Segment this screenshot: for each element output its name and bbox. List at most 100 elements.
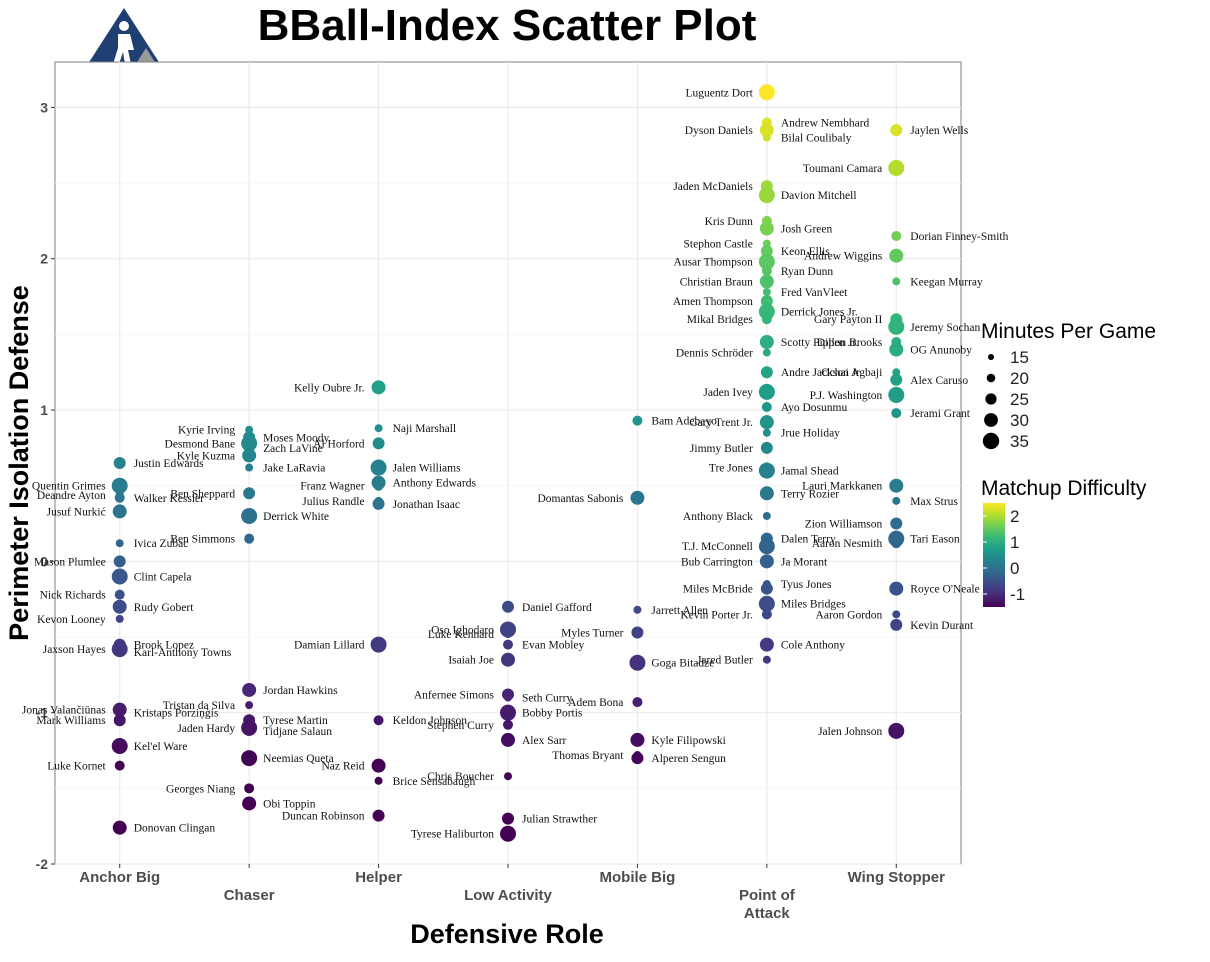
point-label: Rudy Gobert — [134, 602, 195, 614]
point-label: Kyrie Irving — [178, 425, 235, 437]
x-tick-label: Chaser — [224, 887, 275, 904]
x-tick-label: Helper — [355, 869, 402, 886]
point-label: Kyle Filipowski — [651, 735, 725, 747]
point-label: Tyrese Haliburton — [411, 829, 494, 841]
data-point — [500, 621, 516, 638]
point-label: Kevon Looney — [37, 614, 106, 626]
point-label: Tre Jones — [709, 463, 754, 475]
point-label: Luguentz Dort — [685, 87, 753, 99]
point-label: Ryan Dunn — [781, 266, 833, 278]
point-label: Keegan Murray — [910, 276, 983, 288]
point-label: Mason Plumlee — [34, 556, 106, 568]
point-label: Jared Butler — [697, 655, 753, 667]
point-label: Karl-Anthony Towns — [134, 647, 232, 659]
data-point — [114, 589, 125, 600]
data-point — [762, 428, 771, 437]
point-label: Stephon Castle — [684, 239, 753, 251]
data-point — [891, 538, 902, 549]
point-label: Nick Richards — [40, 590, 107, 602]
data-point — [888, 386, 905, 403]
point-label: Anfernee Simons — [414, 690, 495, 702]
point-label: Kristaps Porziņģis — [134, 708, 219, 720]
point-label: Max Strus — [910, 496, 958, 508]
point-label: Al Horford — [313, 438, 365, 450]
data-point — [759, 486, 774, 501]
data-point — [112, 599, 127, 614]
data-point — [245, 701, 254, 710]
point-label: Jusuf Nurkić — [47, 506, 106, 518]
point-label: Kris Dunn — [705, 216, 753, 228]
point-label: Ochai Agbaji — [821, 367, 882, 379]
point-label: Georges Niang — [166, 783, 235, 795]
size-legend-label: 20 — [1010, 369, 1029, 388]
point-label: Christian Braun — [680, 276, 753, 288]
data-point — [761, 462, 772, 473]
point-label: Clint Capela — [134, 571, 192, 583]
point-label: Royce O'Neale — [910, 584, 979, 596]
point-label: Brook Lopez — [134, 640, 194, 652]
point-label: Zach LaVine — [263, 443, 323, 455]
point-label: Lauri Markkanen — [802, 481, 882, 493]
data-point — [370, 636, 387, 653]
data-point — [890, 517, 903, 530]
point-label: Amen Thompson — [673, 296, 753, 308]
data-point — [890, 618, 903, 631]
point-label: Donovan Clingan — [134, 823, 216, 835]
data-point — [244, 783, 255, 794]
point-label: Moses Moody — [263, 432, 329, 444]
data-point — [890, 373, 903, 386]
data-point — [500, 825, 516, 842]
color-legend-label: -1 — [1010, 585, 1025, 604]
point-label: Gary Payton II — [814, 314, 883, 326]
data-point — [503, 719, 513, 730]
point-label: Bilal Coulibaly — [781, 133, 852, 145]
point-label: Kel'el Ware — [134, 741, 188, 753]
point-label: Cole Anthony — [781, 640, 845, 652]
size-legend-label: 35 — [1010, 432, 1029, 451]
data-point — [890, 124, 903, 137]
data-point — [503, 639, 513, 650]
data-point — [372, 497, 385, 510]
size-legend-dot — [986, 373, 996, 383]
logo-player-body — [113, 34, 134, 64]
data-point — [370, 459, 387, 476]
data-point — [114, 760, 125, 771]
data-point — [758, 253, 775, 270]
point-label: Quentin Grimes — [32, 481, 106, 493]
data-point — [761, 402, 772, 413]
data-point — [115, 539, 124, 548]
point-label: Myles Turner — [561, 627, 623, 639]
color-legend-label: 1 — [1010, 533, 1019, 552]
point-label: Terry Rozier — [781, 488, 839, 500]
point-label: Aaron Gordon — [816, 609, 883, 621]
data-point — [241, 507, 258, 524]
data-point — [761, 314, 772, 325]
point-label: Jarrett Allen — [651, 605, 708, 617]
bball-index-logo — [84, 8, 164, 70]
data-point — [502, 688, 514, 701]
point-label: Derrick White — [263, 511, 329, 523]
point-label: Keldon Johnson — [393, 715, 468, 727]
point-label: Tari Eason — [910, 534, 960, 546]
size-legend-items: 15 20 25 30 35 — [982, 348, 1029, 451]
data-point — [889, 581, 904, 596]
point-label: Luke Kornet — [47, 761, 106, 773]
y-tick-label: 2 — [40, 251, 48, 267]
point-label: Fred VanVleet — [781, 287, 848, 299]
data-point — [501, 652, 515, 667]
point-label: Anthony Edwards — [393, 478, 477, 490]
data-point — [113, 457, 126, 469]
point-label: Jalen Johnson — [818, 726, 882, 738]
point-label: Dalen Terry — [781, 534, 836, 546]
point-label: Kevin Durant — [910, 620, 974, 632]
point-label: Jaxson Hayes — [43, 644, 106, 656]
data-point — [759, 554, 774, 569]
color-bar — [983, 503, 1005, 607]
point-label: Evan Mobley — [522, 640, 585, 652]
data-point — [633, 605, 642, 614]
data-point — [632, 415, 643, 426]
point-label: Adem Bona — [568, 697, 623, 709]
data-point — [761, 265, 772, 276]
data-point — [630, 490, 645, 505]
